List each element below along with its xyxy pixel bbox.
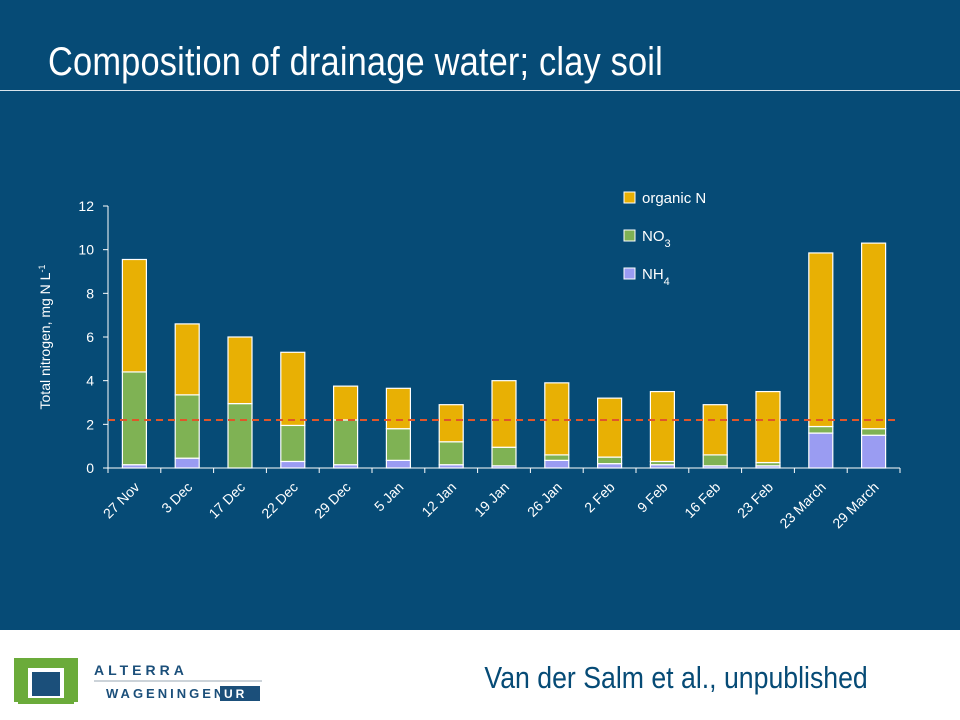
footer — [0, 630, 960, 720]
y-axis-label: Total nitrogen, mg N L-1 — [37, 265, 53, 410]
y-tick-label: 0 — [86, 460, 94, 476]
alterra-wageningen-logo: ALTERRA WAGENINGEN UR — [14, 658, 262, 704]
bar-segment-organic-n — [596, 397, 623, 458]
title-divider — [0, 90, 960, 91]
x-tick-label: 29 Dec — [311, 479, 354, 522]
x-tick-label: 19 Jan — [471, 479, 512, 520]
legend-label: organic N — [642, 190, 706, 207]
bar-segment-nh4 — [280, 460, 306, 469]
legend-swatch — [623, 229, 636, 242]
bar-segment-organic-n — [438, 404, 464, 443]
y-tick-label: 6 — [86, 329, 94, 345]
bar-segment-no3 — [333, 419, 359, 466]
bar-segment-no3 — [385, 428, 411, 461]
bar-segment-organic-n — [280, 351, 306, 427]
x-tick-label: 23 March — [776, 479, 829, 532]
x-tick-label: 17 Dec — [205, 479, 248, 522]
x-tick-label: 22 Dec — [258, 479, 301, 522]
y-tick-label: 2 — [86, 416, 94, 432]
x-tick-label: 5 Jan — [371, 479, 407, 515]
bar-segment-organic-n — [808, 252, 834, 428]
slide-title: Composition of drainage water; clay soil — [48, 40, 663, 84]
bar-segment-organic-n — [544, 382, 570, 456]
slide-background — [0, 0, 960, 630]
bar-segment-nh4 — [596, 463, 623, 469]
bar-segment-nh4 — [860, 434, 887, 469]
legend-swatch — [623, 267, 636, 280]
bar-segment-nh4 — [174, 457, 200, 469]
bar-segment-no3 — [491, 446, 517, 467]
bar-segment-no3 — [544, 454, 570, 461]
bar-segment-nh4 — [544, 459, 570, 469]
x-tick-label: 16 Feb — [681, 479, 723, 521]
bar-segment-organic-n — [702, 404, 728, 456]
bar-segment-organic-n — [860, 242, 887, 430]
logo-emblem — [14, 658, 78, 704]
x-tick-label: 26 Jan — [524, 479, 565, 520]
bar-segment-no3 — [808, 425, 834, 434]
x-tick-label: 23 Feb — [734, 479, 776, 521]
x-tick-label: 12 Jan — [418, 479, 459, 520]
x-tick-label: 27 Nov — [100, 479, 143, 522]
bar-segment-no3 — [702, 454, 728, 467]
bar-segment-organic-n — [333, 385, 359, 421]
bar-segment-organic-n — [174, 323, 200, 396]
citation-text: Van der Salm et al., unpublished — [484, 660, 868, 695]
x-tick-label: 3 Dec — [158, 479, 195, 516]
bar-segment-organic-n — [649, 390, 676, 463]
bar-segment-organic-n — [227, 336, 253, 405]
bar-segment-organic-n — [385, 387, 411, 430]
bar-segment-organic-n — [491, 380, 517, 448]
legend-swatch — [623, 191, 636, 204]
legend-label: NH4 — [642, 266, 670, 288]
bar-segment-no3 — [860, 428, 887, 436]
x-tick-label: 29 March — [829, 479, 882, 532]
x-tick-label: 9 Feb — [634, 479, 671, 516]
y-tick-label: 4 — [86, 373, 94, 389]
x-tick-label: 2 Feb — [581, 479, 618, 516]
bar-segment-no3 — [596, 456, 623, 465]
bar-segment-organic-n — [755, 390, 781, 464]
logo-text-wageningen: WAGENINGEN — [106, 686, 226, 701]
y-tick-label: 8 — [86, 285, 94, 301]
logo-text-ur: UR — [224, 687, 247, 701]
bar-segment-no3 — [438, 441, 464, 466]
bar-segment-organic-n — [121, 258, 148, 373]
bar-segment-nh4 — [808, 432, 834, 469]
legend-label: NO3 — [642, 228, 671, 250]
bar-segment-no3 — [280, 424, 306, 463]
bar-segment-nh4 — [385, 459, 411, 469]
logo-text-alterra: ALTERRA — [94, 662, 188, 678]
y-tick-label: 12 — [78, 198, 94, 214]
bar-segment-no3 — [227, 402, 253, 469]
y-tick-label: 10 — [78, 242, 94, 258]
stacked-bar-chart: 0 2 4 6 8 10 12 Total nitrogen, mg N L-1 27 Nov 3… — [37, 190, 901, 532]
bar-segment-no3 — [174, 394, 200, 459]
bar-segment-no3 — [121, 371, 148, 466]
